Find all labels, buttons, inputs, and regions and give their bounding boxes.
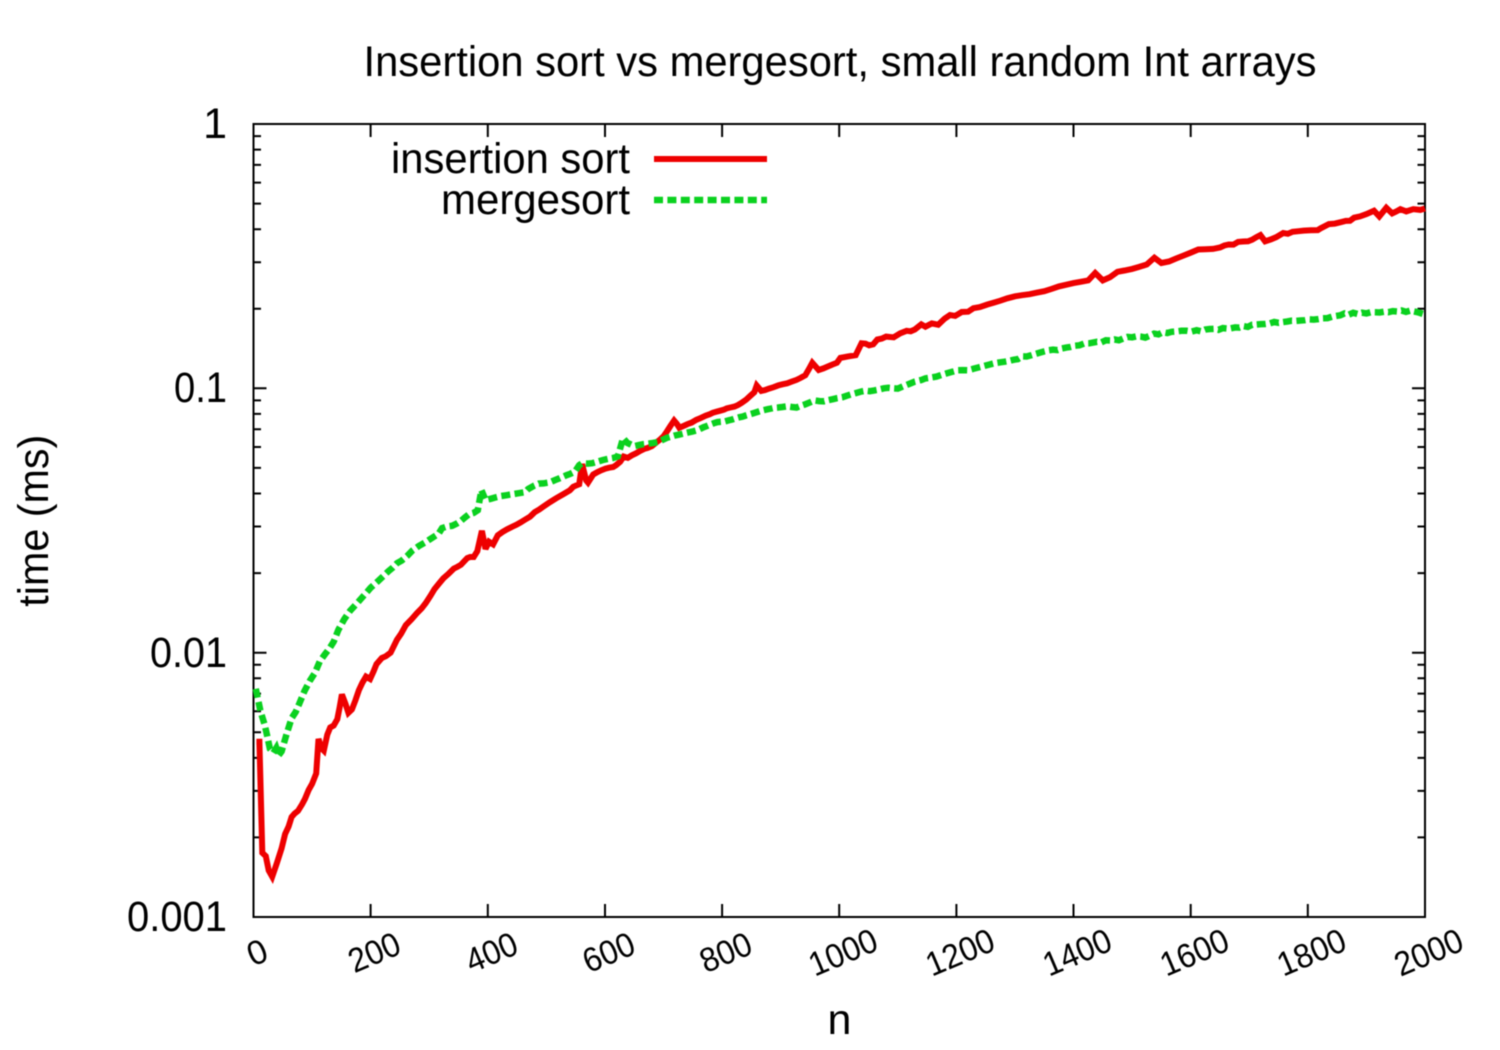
svg-text:insertion sort: insertion sort [391, 135, 630, 183]
svg-text:0.01: 0.01 [150, 629, 227, 677]
svg-text:0.1: 0.1 [174, 364, 227, 412]
svg-text:n: n [828, 996, 852, 1044]
svg-text:mergesort: mergesort [441, 176, 630, 224]
svg-text:1: 1 [203, 100, 227, 148]
svg-text:time (ms): time (ms) [10, 435, 58, 607]
svg-text:0.001: 0.001 [127, 893, 227, 941]
svg-text:Insertion sort vs mergesort, s: Insertion sort vs mergesort, small rando… [364, 38, 1317, 86]
